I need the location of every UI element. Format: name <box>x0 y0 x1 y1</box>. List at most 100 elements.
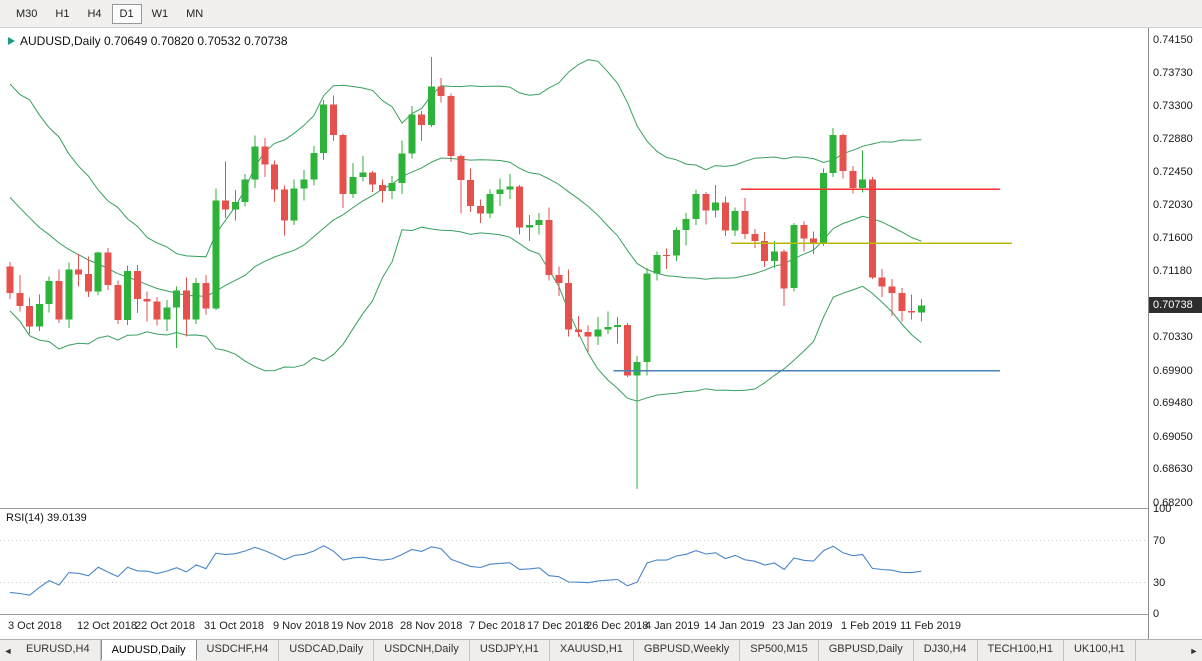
date-tick-label: 9 Nov 2018 <box>273 620 330 632</box>
candle-body <box>65 269 73 320</box>
candle-body <box>173 290 181 308</box>
chart-tab-xauusd-h1[interactable]: XAUUSD,H1 <box>550 640 634 661</box>
price-tick-label: 0.69480 <box>1153 397 1193 409</box>
candle-body <box>447 96 455 156</box>
timeframe-button-h4[interactable]: H4 <box>87 7 102 20</box>
candle-body <box>427 86 435 125</box>
main-chart-pane[interactable] <box>0 28 1147 508</box>
candle-body <box>565 282 573 330</box>
candle-body <box>604 327 612 330</box>
candle-body <box>222 200 230 210</box>
candle-body <box>349 177 357 195</box>
candle-body <box>476 205 484 214</box>
candle-body <box>124 271 132 321</box>
bollinger-upper-band <box>9 59 922 258</box>
candle-body <box>829 135 837 174</box>
candle-body <box>898 292 906 311</box>
candle-body <box>839 135 847 171</box>
candle-body <box>16 292 24 307</box>
candle-body <box>75 269 83 275</box>
chart-tab-usdjpy-h1[interactable]: USDJPY,H1 <box>470 640 550 661</box>
chart-tab-gbpusd-weekly[interactable]: GBPUSD,Weekly <box>634 640 741 661</box>
chart-tab-usdchf-h4[interactable]: USDCHF,H4 <box>197 640 280 661</box>
candle-body <box>672 229 680 256</box>
candle-body <box>418 114 426 125</box>
chart-tab-tech100-h1[interactable]: TECH100,H1 <box>978 640 1064 661</box>
chart-tab-usdcad-daily[interactable]: USDCAD,Daily <box>279 640 375 661</box>
candle-body <box>104 252 112 286</box>
candle-body <box>457 156 465 181</box>
price-tick-label: 0.74150 <box>1153 34 1193 46</box>
candle-body <box>594 329 602 337</box>
candle-body <box>878 277 886 287</box>
rsi-tick-label: 30 <box>1153 577 1166 589</box>
candle-body <box>251 146 259 180</box>
candle-body <box>574 329 582 332</box>
price-axis[interactable]: 0.70738 0.74150 0.73730 0.73300 0.72880 0.72… <box>1148 28 1202 639</box>
rsi-pane[interactable] <box>0 509 1147 614</box>
candle-body <box>790 225 798 289</box>
candle-body <box>516 186 524 228</box>
chart-tab-sp500-m15[interactable]: SP500,M15 <box>740 640 819 661</box>
candle-body <box>300 179 308 189</box>
candle-body <box>751 233 759 241</box>
date-axis-separator <box>0 614 1202 615</box>
chart-tabs: EURUSD,H4 AUDUSD,Daily USDCHF,H4 USDCAD,Dai… <box>16 640 1186 661</box>
tabs-scroll-left-icon[interactable]: ◄ <box>3 645 13 656</box>
candle-body <box>378 184 386 191</box>
candle-body <box>280 189 288 221</box>
candle-body <box>525 225 533 228</box>
timeframe-button-h1[interactable]: H1 <box>55 7 70 20</box>
price-tick-label: 0.68200 <box>1153 497 1193 509</box>
candle-body <box>153 301 161 320</box>
price-tick-label: 0.69050 <box>1153 431 1193 443</box>
candle-body <box>535 219 543 226</box>
timeframe-button-d1[interactable]: D1 <box>111 3 142 24</box>
date-tick-label: 11 Feb 2019 <box>900 620 961 632</box>
timeframe-button-m30[interactable]: M30 <box>16 7 38 20</box>
candle-body <box>212 200 220 309</box>
tabs-scroll-right-icon[interactable]: ► <box>1189 645 1199 656</box>
chart-tab-eurusd-h4[interactable]: EURUSD,H4 <box>16 640 101 661</box>
candle-body <box>45 281 53 304</box>
chart-tab-gbpusd-daily[interactable]: GBPUSD,Daily <box>819 640 914 661</box>
candle-body <box>800 225 808 239</box>
candle-body <box>682 219 690 230</box>
timeframe-button-mn[interactable]: MN <box>186 7 204 20</box>
candle-body <box>731 211 739 231</box>
candle-body <box>623 324 631 376</box>
candle-body <box>849 170 857 188</box>
chart-tab-dj30-h4[interactable]: DJ30,H4 <box>914 640 978 661</box>
timeframe-button-w1[interactable]: W1 <box>151 7 169 20</box>
candle-body <box>692 194 700 219</box>
price-tick-label: 0.71180 <box>1153 265 1192 277</box>
chart-tab-usdcnh-daily[interactable]: USDCNH,Daily <box>374 640 470 661</box>
candle-body <box>859 179 867 188</box>
price-tick-label: 0.68630 <box>1153 463 1193 475</box>
candle-body <box>369 172 377 185</box>
chart-title-text: AUDUSD,Daily 0.70649 0.70820 0.70532 0.7… <box>20 34 288 48</box>
date-axis[interactable]: 3 Oct 2018 12 Oct 2018 22 Oct 2018 31 Oct 2… <box>0 615 1148 639</box>
candle-body <box>467 180 475 206</box>
candle-body <box>241 179 249 202</box>
timeframe-buttons: M30 H1 H4 D1 W1 MN <box>8 3 213 24</box>
candle-body <box>408 114 416 154</box>
candle-body <box>55 281 63 320</box>
candle-body <box>182 290 190 320</box>
candle-body <box>339 135 347 195</box>
chart-tab-uk100-h1[interactable]: UK100,H1 <box>1064 640 1136 661</box>
candle-body <box>868 179 876 278</box>
chart-tab-audusd-daily[interactable]: AUDUSD,Daily <box>100 640 197 660</box>
date-tick-label: 17 Dec 2018 <box>527 620 590 632</box>
candle-body <box>84 274 92 292</box>
price-tick-label: 0.71600 <box>1153 232 1193 244</box>
candle-body <box>653 254 661 274</box>
candle-body <box>261 146 269 165</box>
price-tick-label: 0.72880 <box>1153 133 1193 145</box>
timeframe-toolbar: M30 H1 H4 D1 W1 MN <box>0 0 1202 28</box>
date-tick-label: 12 Oct 2018 <box>77 620 137 632</box>
pane-splitter[interactable] <box>0 508 1202 509</box>
candle-body <box>192 282 200 320</box>
rsi-indicator-label: RSI(14) 39.0139 <box>6 512 87 524</box>
candle-body <box>6 266 14 293</box>
